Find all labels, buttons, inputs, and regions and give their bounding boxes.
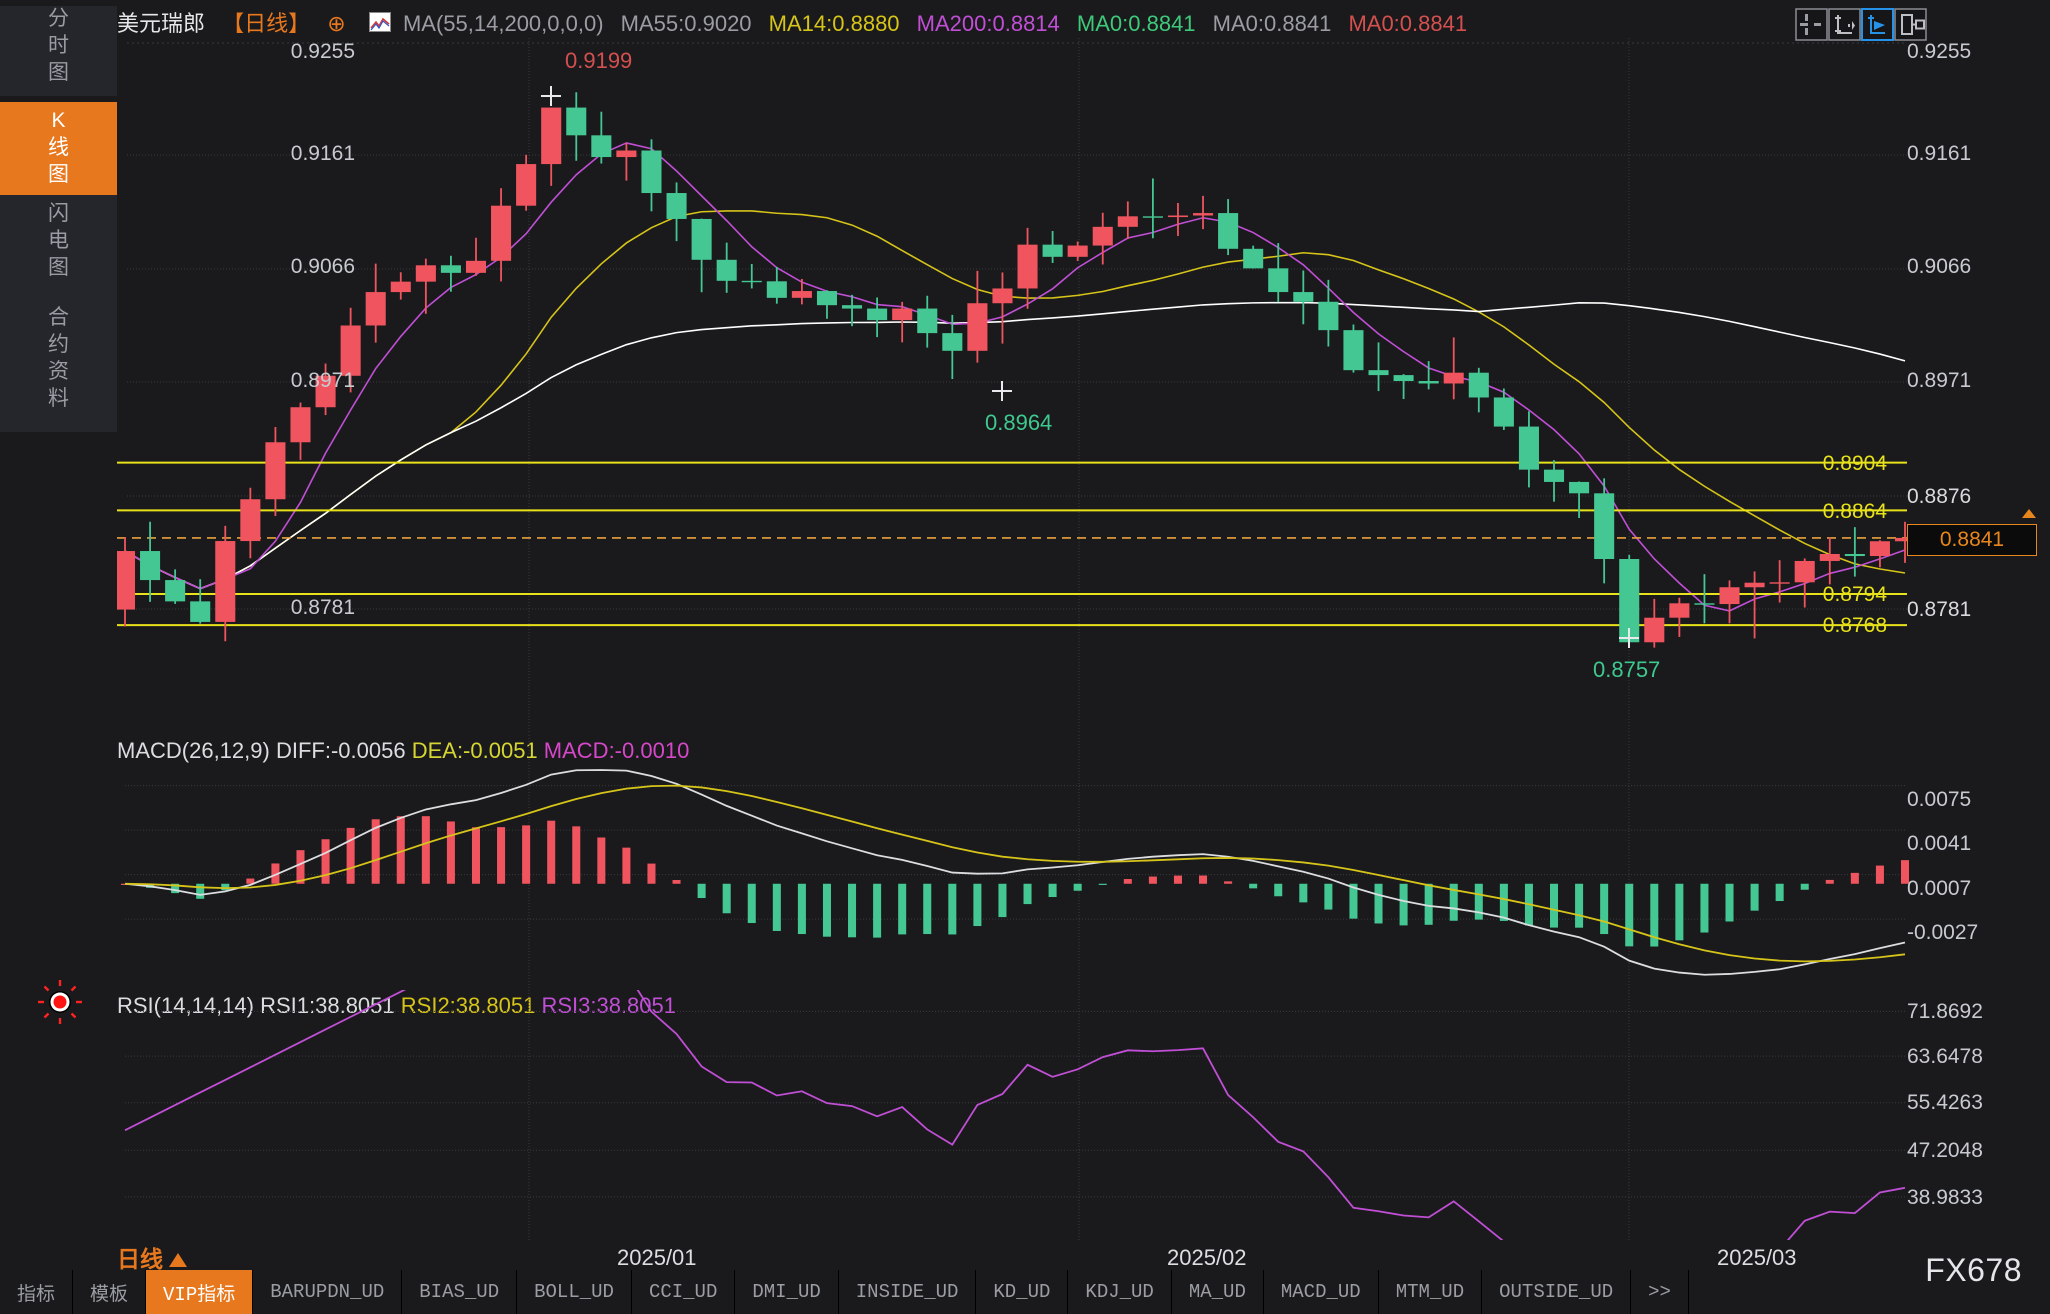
svg-text:0.9199: 0.9199	[565, 48, 632, 73]
svg-text:0.8964: 0.8964	[985, 410, 1052, 435]
svg-text:0.8757: 0.8757	[1593, 657, 1660, 682]
